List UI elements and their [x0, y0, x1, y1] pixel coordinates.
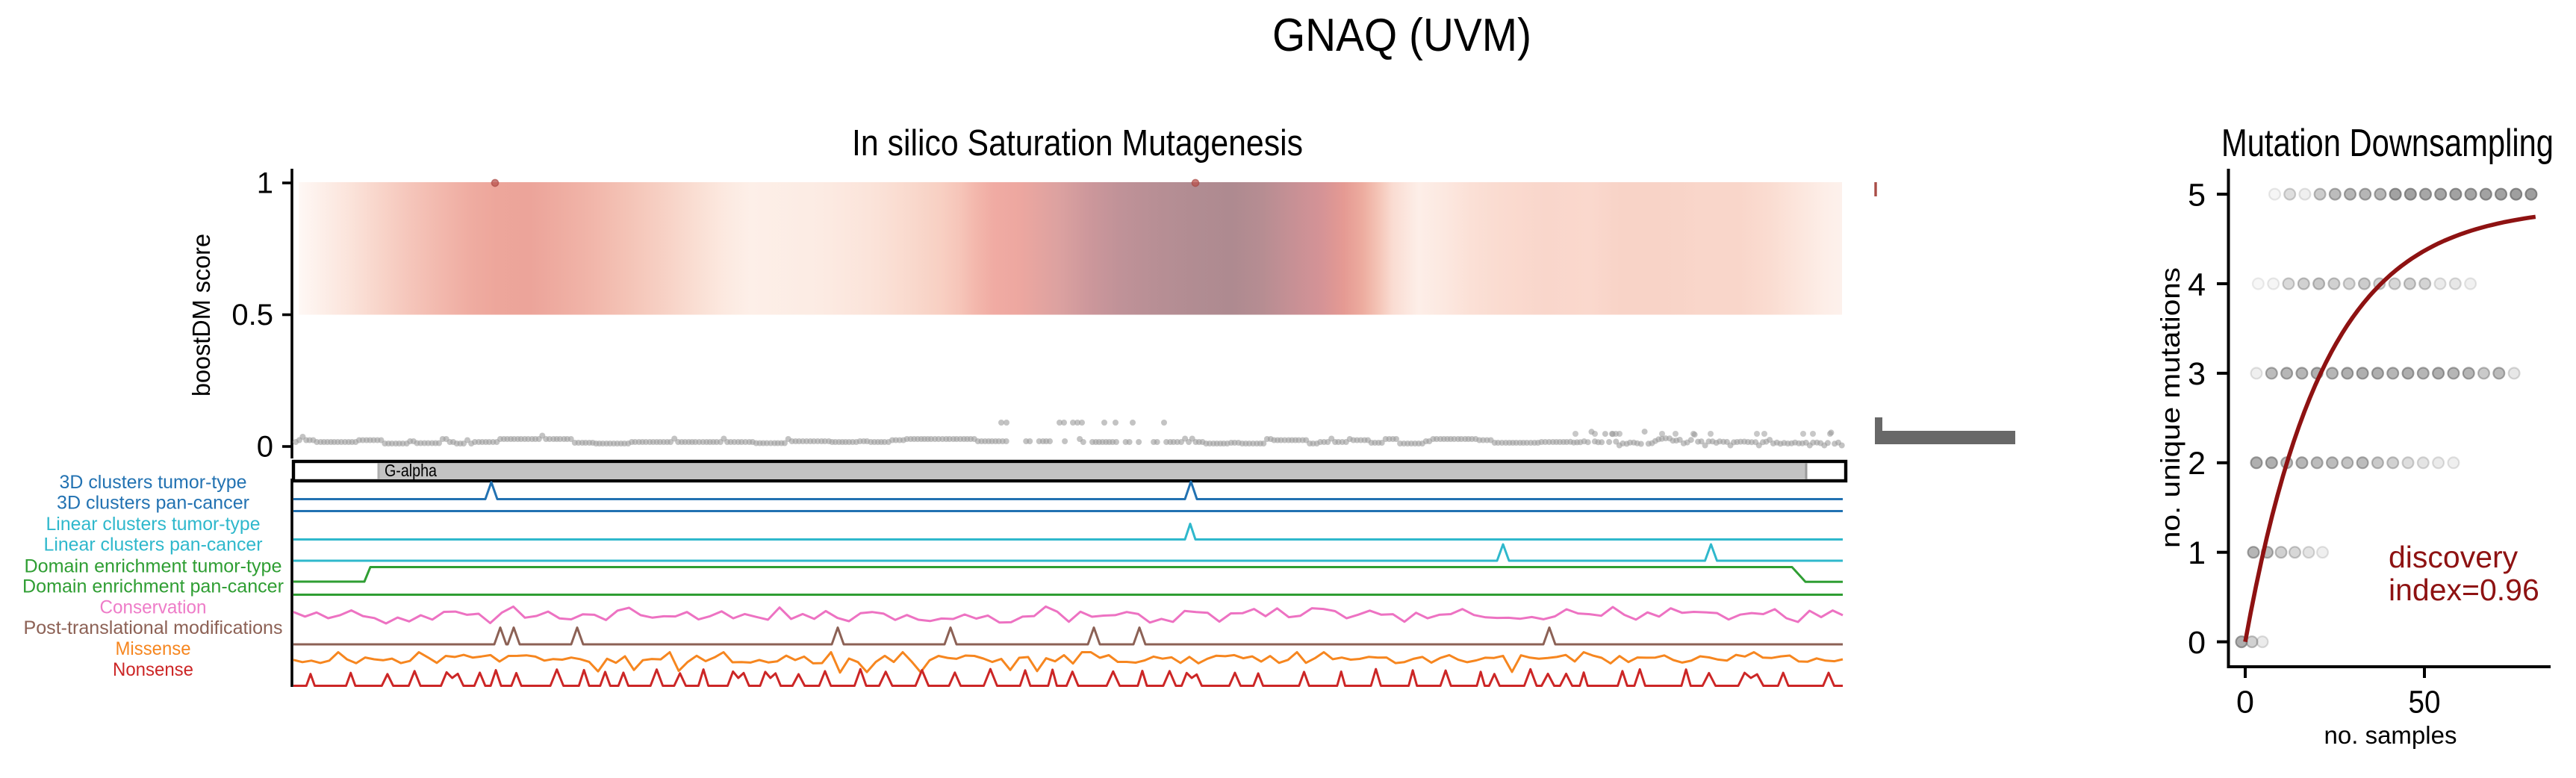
svg-text:0.5: 0.5	[231, 299, 273, 332]
svg-text:2: 2	[2188, 446, 2206, 482]
svg-text:3: 3	[2188, 356, 2206, 392]
svg-text:0: 0	[2236, 685, 2254, 721]
svg-text:G-alpha: G-alpha	[385, 461, 438, 480]
svg-text:0: 0	[2188, 625, 2206, 661]
svg-text:no. samples: no. samples	[2324, 721, 2457, 749]
svg-text:Linear clusters tumor-type: Linear clusters tumor-type	[46, 514, 261, 535]
svg-text:5: 5	[2188, 177, 2206, 213]
svg-text:GNAQ (UVM): GNAQ (UVM)	[1272, 10, 1531, 61]
svg-text:Nonsense: Nonsense	[113, 660, 193, 680]
svg-text:4: 4	[2188, 267, 2206, 302]
svg-text:Domain enrichment tumor-type: Domain enrichment tumor-type	[25, 556, 282, 576]
svg-text:1: 1	[257, 167, 273, 200]
svg-text:Missense: Missense	[116, 639, 191, 659]
svg-text:3D clusters tumor-type: 3D clusters tumor-type	[60, 473, 247, 493]
svg-text:50: 50	[2409, 685, 2441, 721]
svg-text:boostDM score: boostDM score	[187, 234, 215, 396]
svg-text:no. unique mutations: no. unique mutations	[2155, 267, 2185, 548]
svg-text:In silico Saturation Mutagenes: In silico Saturation Mutagenesis	[852, 123, 1303, 164]
svg-text:Conservation: Conservation	[100, 598, 207, 618]
svg-text:0: 0	[257, 431, 273, 464]
svg-text:Domain enrichment pan-cancer: Domain enrichment pan-cancer	[22, 576, 284, 597]
svg-text:Mutation Downsampling: Mutation Downsampling	[2221, 122, 2554, 165]
svg-text:3D clusters pan-cancer: 3D clusters pan-cancer	[57, 493, 249, 513]
svg-text:1: 1	[2188, 535, 2206, 571]
svg-text:Post-translational modificatio: Post-translational modifications	[24, 618, 283, 638]
svg-text:Linear clusters pan-cancer: Linear clusters pan-cancer	[44, 535, 263, 556]
svg-text:index=0.96: index=0.96	[2389, 573, 2539, 607]
svg-text:discovery: discovery	[2389, 540, 2519, 574]
